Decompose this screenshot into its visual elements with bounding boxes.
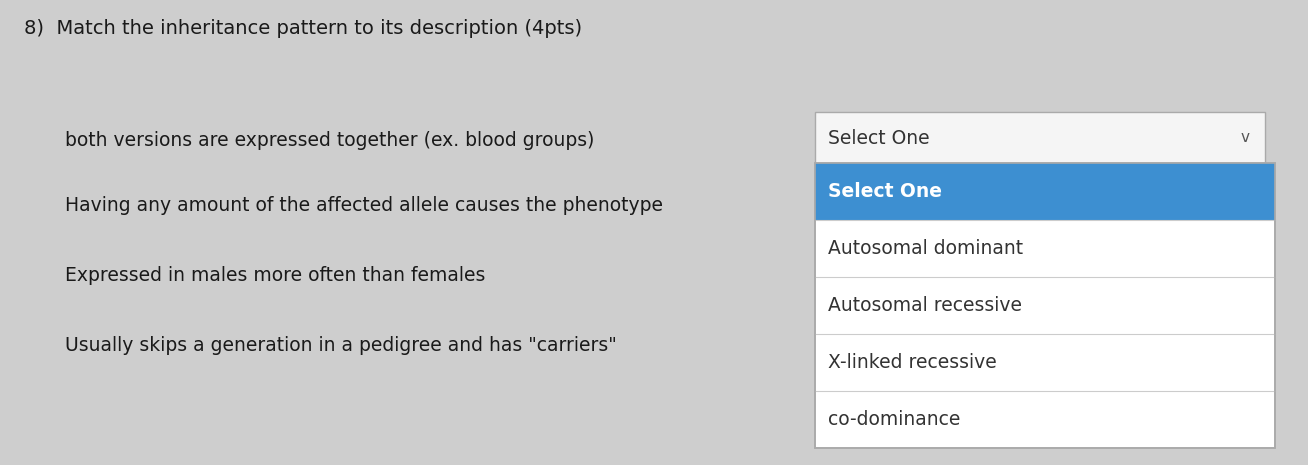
Text: Autosomal dominant: Autosomal dominant [828, 239, 1023, 258]
Text: both versions are expressed together (ex. blood groups): both versions are expressed together (ex… [65, 131, 594, 150]
Text: Having any amount of the affected allele causes the phenotype: Having any amount of the affected allele… [65, 195, 663, 214]
Bar [815, 163, 1275, 448]
Text: 8)  Match the inheritance pattern to its description (4pts): 8) Match the inheritance pattern to its … [24, 19, 582, 38]
Text: Expressed in males more often than females: Expressed in males more often than femal… [65, 266, 485, 285]
Bar [815, 163, 1275, 220]
Text: v: v [1241, 131, 1250, 146]
Bar [815, 163, 1275, 448]
Text: Usually skips a generation in a pedigree and has "carriers": Usually skips a generation in a pedigree… [65, 336, 617, 354]
Bar [815, 112, 1265, 164]
Text: Autosomal recessive: Autosomal recessive [828, 296, 1022, 315]
Text: Select One: Select One [828, 128, 930, 147]
Text: co-dominance: co-dominance [828, 410, 960, 429]
Text: X-linked recessive: X-linked recessive [828, 353, 997, 372]
Text: Select One: Select One [828, 182, 942, 201]
